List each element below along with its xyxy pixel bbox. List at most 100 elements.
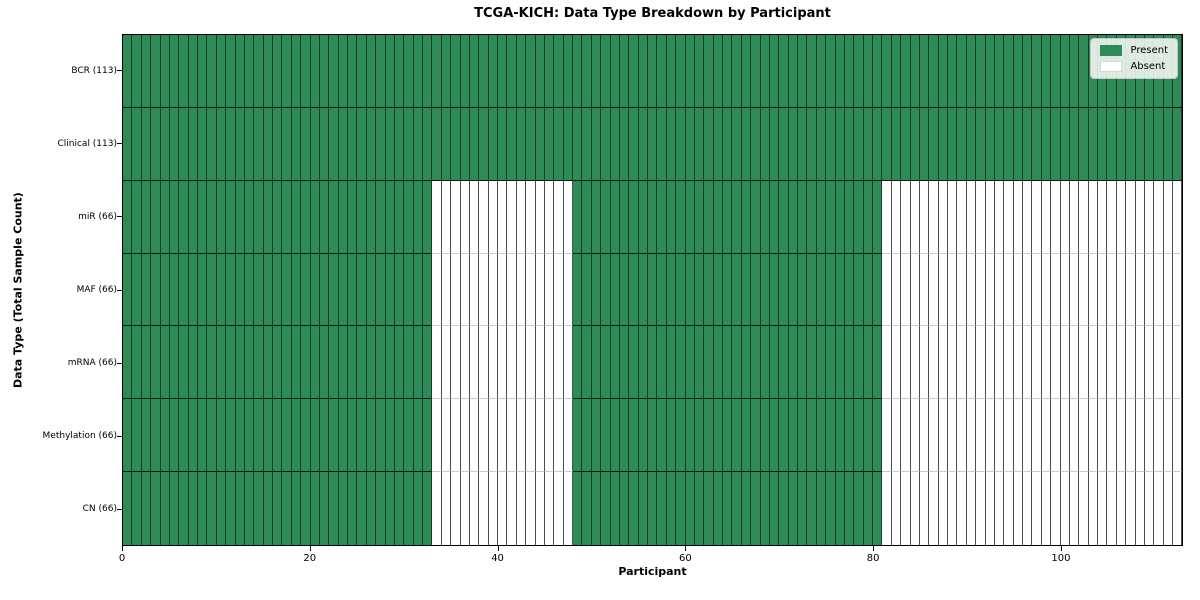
heatmap-row bbox=[123, 326, 1183, 400]
heatmap-cell bbox=[488, 35, 498, 108]
heatmap-cell bbox=[694, 180, 705, 254]
heatmap-cell bbox=[1126, 107, 1136, 181]
heatmap-cell bbox=[244, 35, 255, 108]
heatmap-cell bbox=[957, 326, 967, 400]
heatmap-cell bbox=[751, 107, 761, 181]
heatmap-cell bbox=[498, 399, 508, 473]
heatmap-cell bbox=[929, 35, 939, 108]
heatmap-cell bbox=[779, 399, 789, 473]
heatmap-cell bbox=[394, 326, 405, 400]
heatmap-cell bbox=[301, 253, 311, 327]
heatmap-cell bbox=[319, 399, 330, 473]
heatmap-cell bbox=[1116, 326, 1127, 400]
heatmap-cell bbox=[1051, 399, 1061, 473]
heatmap-cell bbox=[123, 35, 133, 108]
heatmap-cell bbox=[788, 472, 798, 546]
heatmap-cell bbox=[1163, 253, 1173, 327]
heatmap-cell bbox=[366, 399, 377, 473]
heatmap-cell bbox=[1116, 472, 1127, 546]
heatmap-cell bbox=[207, 253, 217, 327]
heatmap-cell bbox=[254, 107, 264, 181]
heatmap-cell bbox=[694, 253, 705, 327]
heatmap-cell bbox=[657, 326, 667, 400]
heatmap-cell bbox=[685, 326, 695, 400]
heatmap-cell bbox=[498, 326, 508, 400]
heatmap-cell bbox=[235, 107, 245, 181]
heatmap-cell bbox=[891, 180, 902, 254]
heatmap-cell bbox=[1126, 326, 1136, 400]
heatmap-cell bbox=[929, 253, 939, 327]
heatmap-cell bbox=[938, 326, 948, 400]
heatmap-cell bbox=[441, 399, 452, 473]
heatmap-cell bbox=[198, 180, 208, 254]
heatmap-cell bbox=[216, 472, 227, 546]
heatmap-cell bbox=[132, 35, 142, 108]
heatmap-cell bbox=[957, 35, 967, 108]
heatmap-cell bbox=[310, 472, 320, 546]
heatmap-cell bbox=[254, 180, 264, 254]
heatmap-cell bbox=[948, 399, 958, 473]
heatmap-cell bbox=[338, 180, 348, 254]
heatmap-cell bbox=[329, 326, 339, 400]
heatmap-cell bbox=[273, 472, 283, 546]
heatmap-cell bbox=[873, 472, 883, 546]
heatmap-cell bbox=[404, 180, 414, 254]
heatmap-cell bbox=[685, 472, 695, 546]
chart-title: TCGA-KICH: Data Type Breakdown by Partic… bbox=[474, 6, 831, 21]
heatmap-cell bbox=[516, 253, 527, 327]
heatmap-cell bbox=[1079, 399, 1089, 473]
heatmap-cell bbox=[741, 399, 752, 473]
heatmap-cell bbox=[788, 253, 798, 327]
heatmap-cell bbox=[469, 107, 480, 181]
heatmap-cell bbox=[329, 35, 339, 108]
heatmap-cell bbox=[798, 326, 808, 400]
heatmap-cell bbox=[713, 180, 723, 254]
heatmap-cell bbox=[1135, 180, 1145, 254]
heatmap-cell bbox=[1107, 399, 1117, 473]
heatmap-cell bbox=[1154, 472, 1164, 546]
heatmap-cell bbox=[760, 472, 770, 546]
heatmap-cell bbox=[798, 107, 808, 181]
heatmap-cell bbox=[207, 107, 217, 181]
heatmap-cell bbox=[1107, 253, 1117, 327]
heatmap-cell bbox=[835, 472, 845, 546]
heatmap-cell bbox=[151, 253, 161, 327]
heatmap-cell bbox=[601, 35, 611, 108]
heatmap-cell bbox=[591, 253, 602, 327]
heatmap-cell bbox=[432, 472, 442, 546]
heatmap-cell bbox=[835, 253, 845, 327]
heatmap-cell bbox=[1023, 326, 1033, 400]
heatmap-cell bbox=[573, 253, 583, 327]
heatmap-cell bbox=[451, 253, 461, 327]
heatmap-cell bbox=[226, 107, 236, 181]
heatmap-cell bbox=[619, 253, 630, 327]
heatmap-cell bbox=[198, 107, 208, 181]
heatmap-cell bbox=[1023, 399, 1033, 473]
heatmap-cell bbox=[1154, 107, 1164, 181]
heatmap-cell bbox=[479, 35, 489, 108]
heatmap-cell bbox=[516, 472, 527, 546]
heatmap-cell bbox=[310, 107, 320, 181]
heatmap-cell bbox=[441, 472, 452, 546]
heatmap-cell bbox=[254, 326, 264, 400]
heatmap-cell bbox=[732, 107, 742, 181]
heatmap-cell bbox=[826, 253, 836, 327]
heatmap-cell bbox=[1116, 107, 1127, 181]
heatmap-cell bbox=[807, 326, 817, 400]
heatmap-cell bbox=[976, 472, 986, 546]
heatmap-cell bbox=[760, 253, 770, 327]
heatmap-cell bbox=[1107, 180, 1117, 254]
heatmap-cell bbox=[723, 35, 733, 108]
heatmap-cell bbox=[1126, 472, 1136, 546]
heatmap-cell bbox=[723, 472, 733, 546]
heatmap-cell bbox=[648, 180, 658, 254]
y-tick-label: Clinical (113) bbox=[57, 138, 117, 149]
heatmap-cell bbox=[394, 180, 405, 254]
heatmap-cell bbox=[394, 107, 405, 181]
heatmap-cell bbox=[376, 472, 386, 546]
legend-label: Absent bbox=[1130, 60, 1166, 72]
heatmap-cell bbox=[1032, 253, 1042, 327]
heatmap-cell bbox=[516, 35, 527, 108]
heatmap-cell bbox=[610, 472, 620, 546]
heatmap-cell bbox=[994, 326, 1005, 400]
